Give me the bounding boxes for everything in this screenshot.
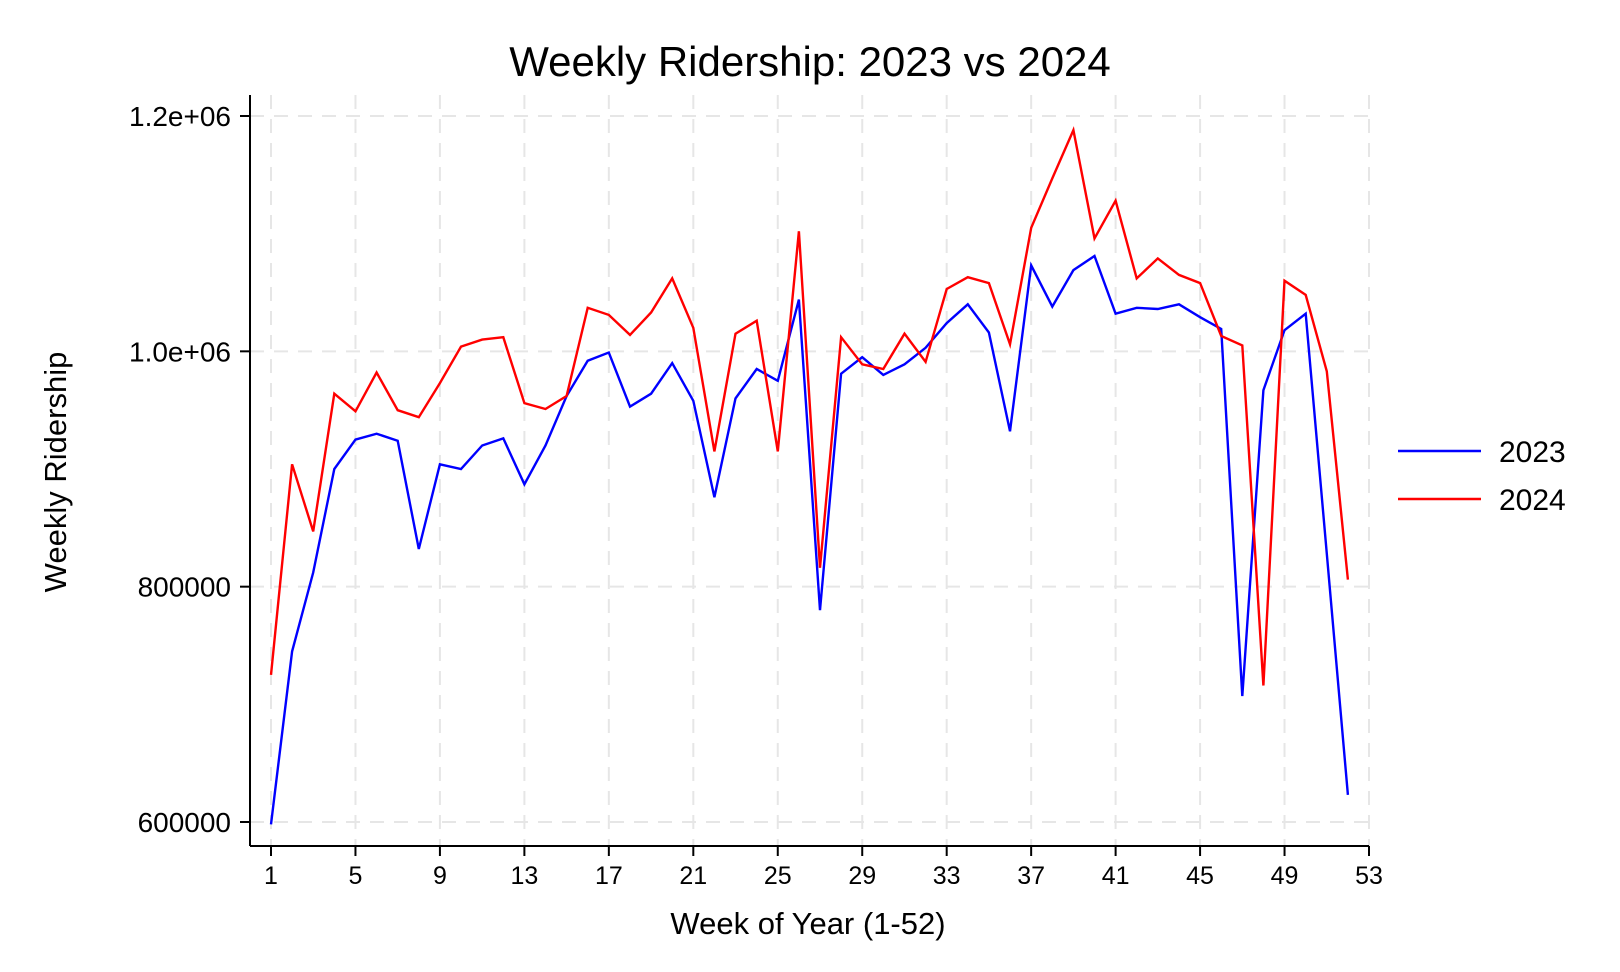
x-tick-label: 33 [933, 862, 961, 890]
x-tick-label: 45 [1186, 862, 1214, 890]
x-tick-label: 25 [764, 862, 792, 890]
y-tick-label: 800000 [138, 572, 231, 603]
legend: 2023 2024 [1398, 436, 1566, 517]
y-ticks: 600000 800000 1.0e+06 1.2e+06 [129, 101, 250, 838]
x-tick-label: 37 [1017, 862, 1045, 890]
series-line-2023 [269, 254, 1350, 825]
legend-label-2024: 2024 [1499, 484, 1566, 517]
x-axis-label: Week of Year (1-52) [670, 906, 945, 941]
series-group [269, 126, 1350, 825]
x-tick-label: 9 [433, 862, 447, 890]
legend-label-2023: 2023 [1499, 436, 1566, 469]
chart-title: Weekly Ridership: 2023 vs 2024 [509, 38, 1111, 85]
series-line-2024 [269, 126, 1350, 686]
x-tick-label: 17 [595, 862, 623, 890]
y-tick-label: 600000 [138, 807, 231, 838]
x-tick-label: 29 [848, 862, 876, 890]
x-tick-label: 49 [1271, 862, 1299, 890]
x-ticks: 1 5 9 13 17 21 25 29 33 37 41 45 49 53 [264, 846, 1383, 890]
x-tick-label: 1 [264, 862, 278, 890]
x-tick-label: 21 [679, 862, 707, 890]
x-tick-label: 5 [349, 862, 363, 890]
axes [249, 95, 1369, 847]
grid [250, 95, 1370, 846]
x-tick-label: 53 [1355, 862, 1383, 890]
y-tick-label: 1.2e+06 [129, 101, 231, 132]
x-tick-label: 41 [1102, 862, 1130, 890]
x-tick-label: 13 [510, 862, 538, 890]
y-tick-label: 1.0e+06 [129, 336, 231, 367]
y-axis-label: Weekly Ridership [38, 352, 73, 593]
